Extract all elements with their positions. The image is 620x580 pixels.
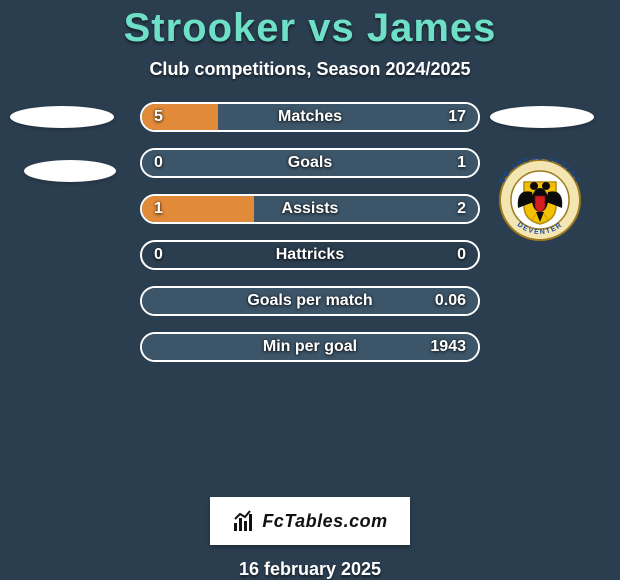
right-decor: GO AHEAD EAGLES DEVENTER bbox=[490, 102, 610, 262]
stat-fill-right bbox=[218, 104, 478, 130]
decor-oval bbox=[10, 106, 114, 128]
date-text: 16 february 2025 bbox=[239, 559, 381, 580]
stat-bar: 1943Min per goal bbox=[140, 332, 480, 362]
club-badge: GO AHEAD EAGLES DEVENTER bbox=[490, 158, 590, 242]
left-decor bbox=[10, 102, 130, 202]
stat-fill-left bbox=[142, 196, 254, 222]
club-badge-svg: GO AHEAD EAGLES DEVENTER bbox=[490, 158, 590, 242]
stat-fill-right bbox=[142, 150, 478, 176]
main-area: GO AHEAD EAGLES DEVENTER 517Matches bbox=[0, 102, 620, 483]
brand-chip[interactable]: FcTables.com bbox=[210, 497, 410, 545]
brand-text: FcTables.com bbox=[262, 511, 387, 532]
stat-fill-right bbox=[142, 288, 478, 314]
stat-bar: 01Goals bbox=[140, 148, 480, 178]
stat-bar: 0 0Hattricks bbox=[140, 240, 480, 270]
stat-value-right: 0 bbox=[457, 246, 466, 264]
stat-fill-left bbox=[142, 104, 218, 130]
page-title: Strooker vs James bbox=[124, 6, 497, 51]
decor-oval bbox=[24, 160, 116, 182]
decor-oval bbox=[490, 106, 594, 128]
stat-fill-right bbox=[142, 334, 478, 360]
brand-chart-icon bbox=[232, 509, 256, 533]
stat-bars: 517Matches 01Goals 12Assists 0 0Hattricks 0.0… bbox=[140, 102, 480, 362]
stat-bar: 12Assists bbox=[140, 194, 480, 224]
stat-value-left: 0 bbox=[154, 246, 163, 264]
stat-bar: 517Matches bbox=[140, 102, 480, 132]
stat-fill-right bbox=[254, 196, 478, 222]
stat-bar: 0.06Goals per match bbox=[140, 286, 480, 316]
stat-label: Hattricks bbox=[142, 246, 478, 264]
subtitle: Club competitions, Season 2024/2025 bbox=[149, 59, 470, 80]
content-root: Strooker vs James Club competitions, Sea… bbox=[0, 0, 620, 580]
